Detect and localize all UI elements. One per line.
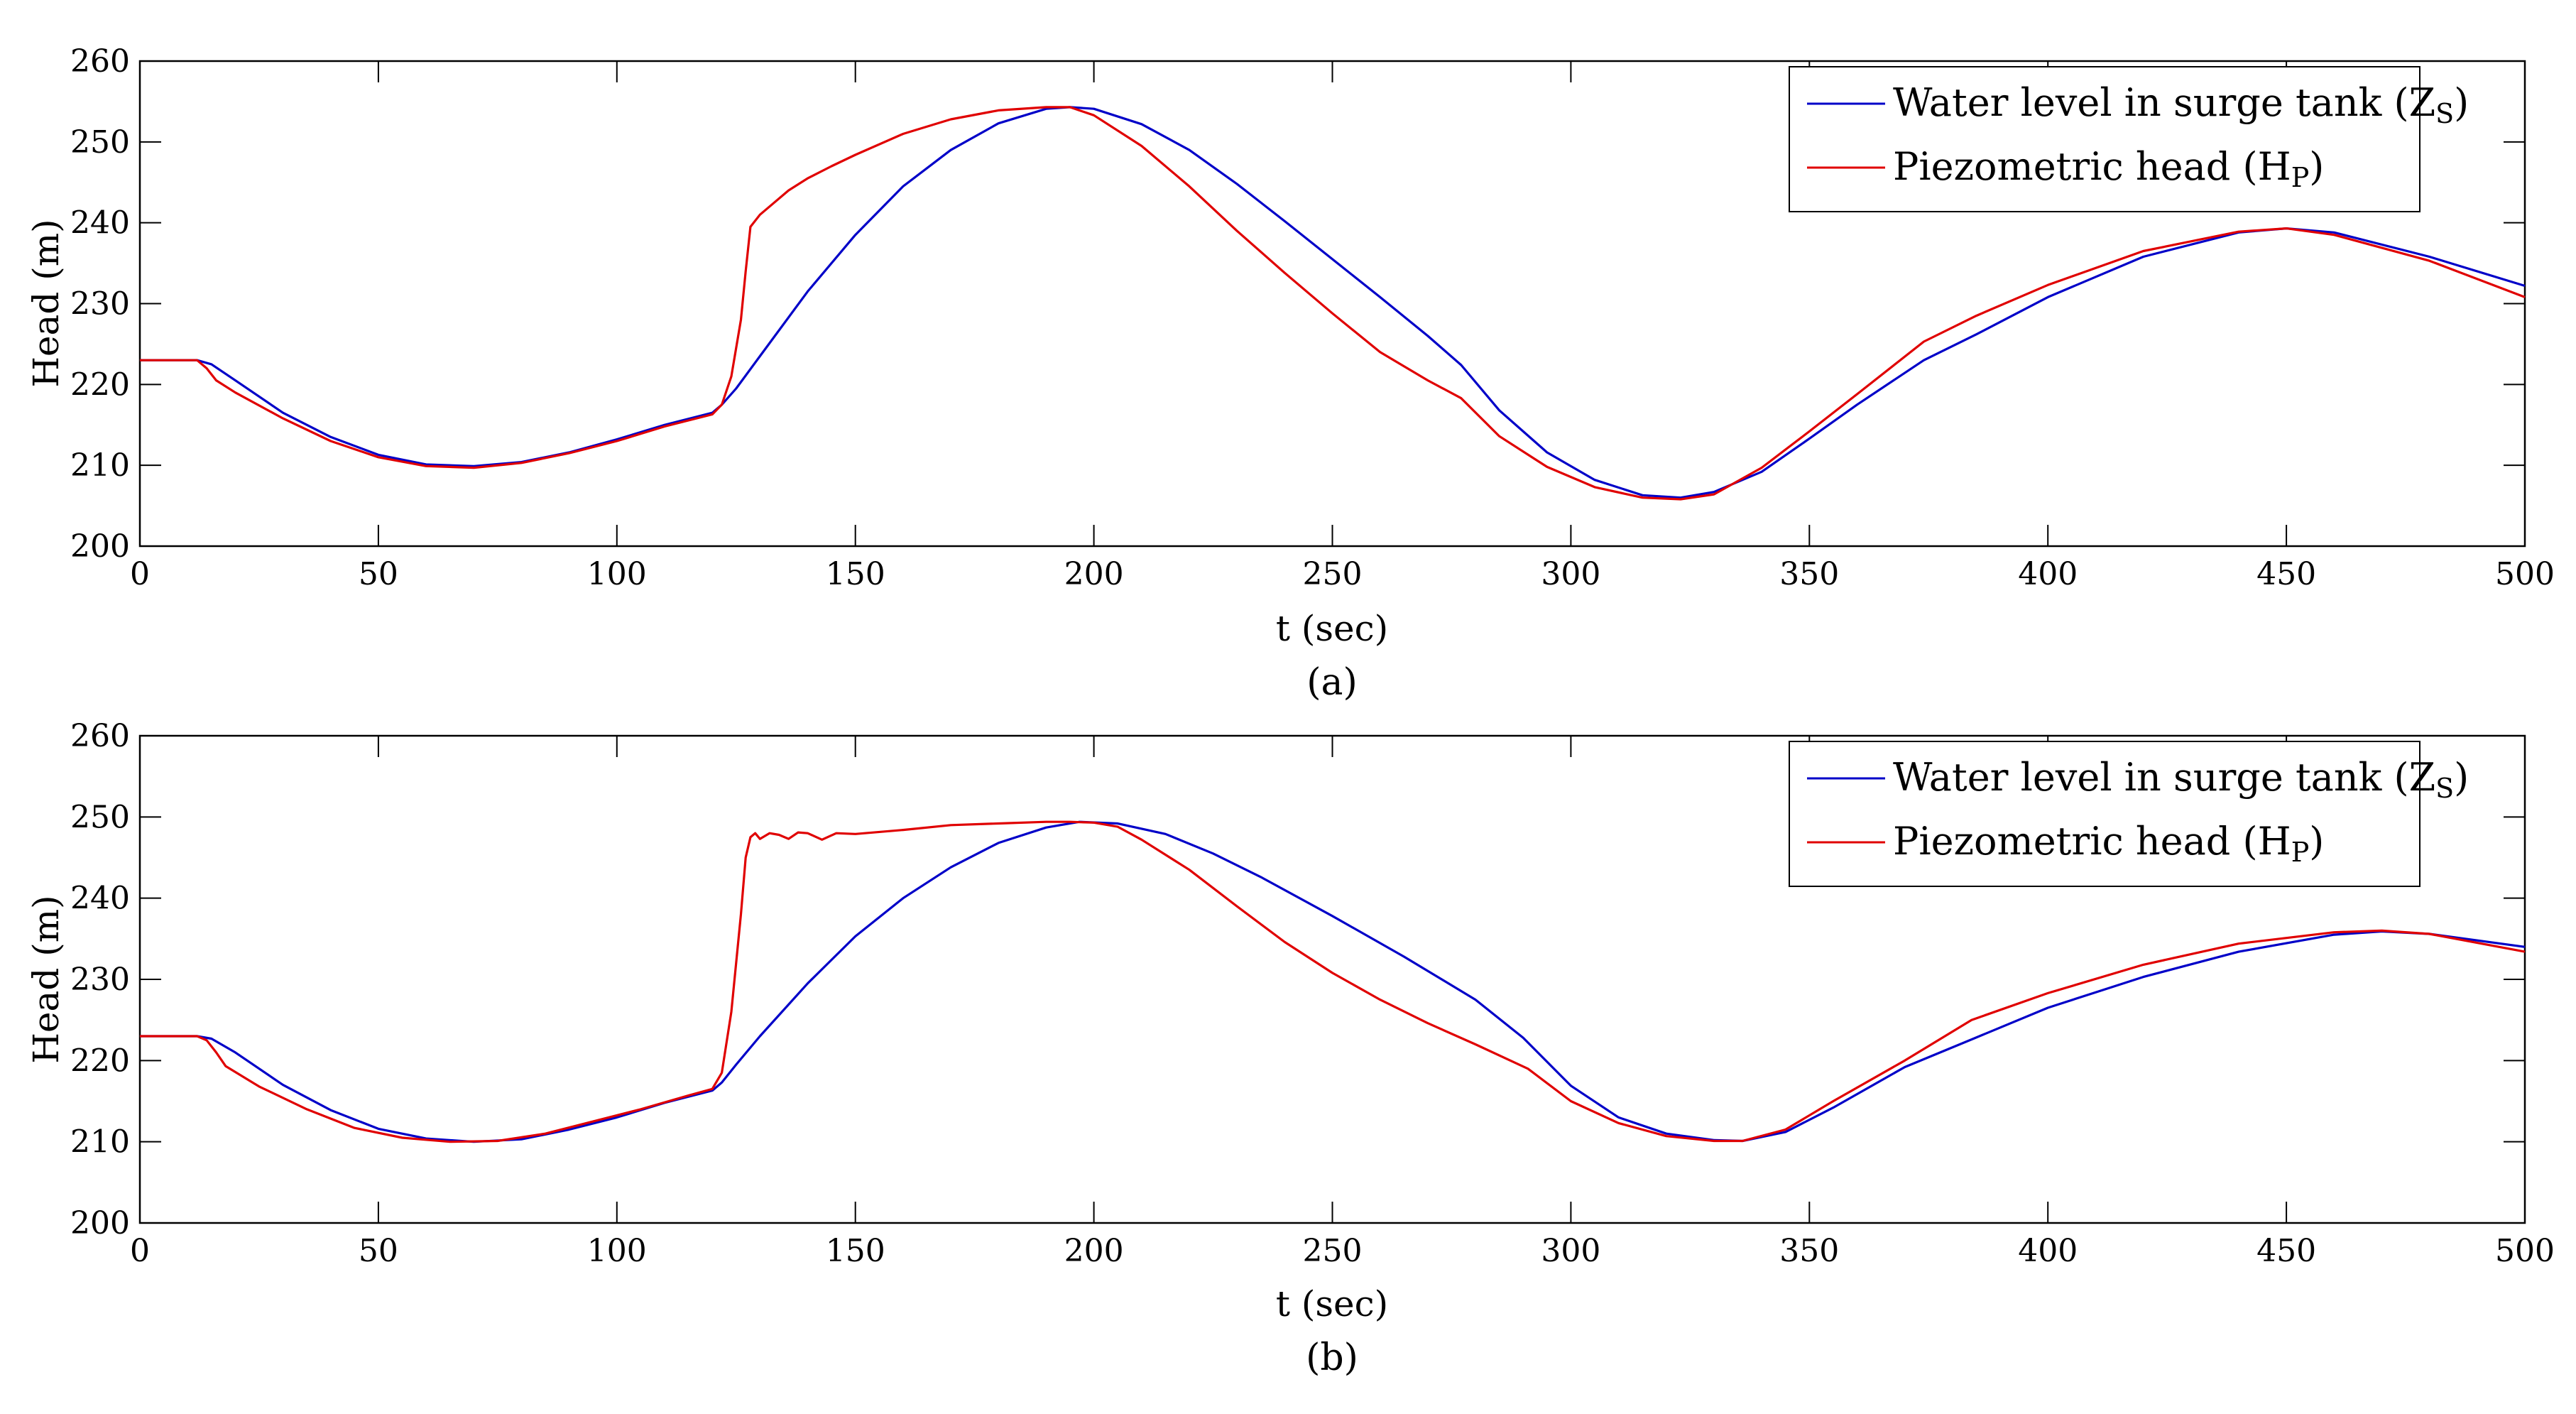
y-tick-label-a: 260 — [70, 43, 130, 80]
x-tick-label-b: 400 — [2018, 1233, 2078, 1269]
water-level-line-a — [140, 106, 2526, 499]
x-tick-label-a: 200 — [1064, 556, 1124, 592]
y-tick-label-b: 200 — [70, 1205, 130, 1241]
x-tick-label-a: 150 — [826, 556, 885, 592]
x-axis-ticks-b: 0 50 100 150 200 250 300 350 400 450 500 — [130, 736, 2555, 1269]
x-tick-label-a: 250 — [1303, 556, 1363, 592]
y-tick-label-b: 240 — [70, 881, 130, 917]
legend-box-b — [1789, 741, 2421, 887]
y-tick-label-b: 250 — [70, 799, 130, 835]
x-tick-label-a: 500 — [2495, 556, 2555, 592]
y-tick-label-a: 220 — [70, 366, 130, 403]
chart-panel-b: 0 50 100 150 200 250 300 350 400 450 500 200 210 220… — [26, 718, 2555, 1379]
y-axis-title-b: Head (m) — [26, 895, 67, 1063]
y-tick-label-b: 230 — [70, 962, 130, 998]
x-tick-label-b: 50 — [359, 1233, 398, 1269]
x-tick-label-a: 300 — [1541, 556, 1600, 592]
series-lines-a — [140, 106, 2526, 501]
panel-caption-b: (b) — [1306, 1337, 1358, 1379]
y-axis-ticks-a: 200 210 220 230 240 250 260 — [70, 43, 2525, 565]
x-tick-label-b: 100 — [587, 1233, 647, 1269]
piezometric-head-line-a — [140, 106, 2526, 501]
y-tick-label-a: 240 — [70, 205, 130, 241]
panel-caption-a: (a) — [1306, 661, 1358, 704]
legend-b: Water level in surge tank (ZS) Piezometr… — [1789, 741, 2469, 887]
x-axis-title-b: t (sec) — [1276, 1283, 1388, 1325]
x-tick-label-b: 150 — [826, 1233, 885, 1269]
x-tick-label-b: 250 — [1303, 1233, 1363, 1269]
series-lines-b — [140, 820, 2526, 1143]
x-tick-label-a: 100 — [587, 556, 647, 592]
y-axis-ticks-b: 200 210 220 230 240 250 260 — [70, 718, 2525, 1241]
piezometric-head-line-b — [140, 820, 2526, 1143]
y-tick-label-b: 260 — [70, 718, 130, 754]
x-tick-label-b: 500 — [2495, 1233, 2555, 1269]
legend-label-piezometric-head-b: Piezometric head (HP) — [1893, 819, 2324, 868]
y-tick-label-a: 230 — [70, 286, 130, 322]
x-axis-title-a: t (sec) — [1276, 608, 1388, 649]
x-tick-label-b: 350 — [1779, 1233, 1839, 1269]
x-tick-label-a: 50 — [359, 556, 398, 592]
legend-label-piezometric-head-a: Piezometric head (HP) — [1893, 144, 2324, 193]
legend-box-a — [1789, 66, 2421, 212]
y-tick-label-a: 200 — [70, 528, 130, 565]
x-tick-label-a: 350 — [1779, 556, 1839, 592]
x-tick-label-a: 0 — [130, 556, 150, 592]
y-axis-title-a: Head (m) — [26, 219, 67, 387]
legend-label-water-level-b: Water level in surge tank (ZS) — [1893, 755, 2469, 804]
legend-label-water-level-a: Water level in surge tank (ZS) — [1893, 80, 2469, 129]
y-tick-label-a: 210 — [70, 447, 130, 484]
y-tick-label-b: 210 — [70, 1124, 130, 1160]
x-axis-ticks-a: 0 50 100 150 200 250 300 350 400 450 500 — [130, 61, 2555, 592]
x-tick-label-b: 200 — [1064, 1233, 1124, 1269]
legend-a: Water level in surge tank (ZS) Piezometr… — [1789, 66, 2469, 212]
chart-panel-a: 0 50 100 150 200 250 300 350 400 450 500 200 210 220… — [26, 43, 2555, 704]
x-tick-label-b: 450 — [2256, 1233, 2316, 1269]
x-tick-label-b: 0 — [130, 1233, 150, 1269]
x-tick-label-a: 400 — [2018, 556, 2078, 592]
x-tick-label-a: 450 — [2256, 556, 2316, 592]
x-tick-label-b: 300 — [1541, 1233, 1600, 1269]
y-tick-label-a: 250 — [70, 124, 130, 161]
y-tick-label-b: 220 — [70, 1043, 130, 1079]
